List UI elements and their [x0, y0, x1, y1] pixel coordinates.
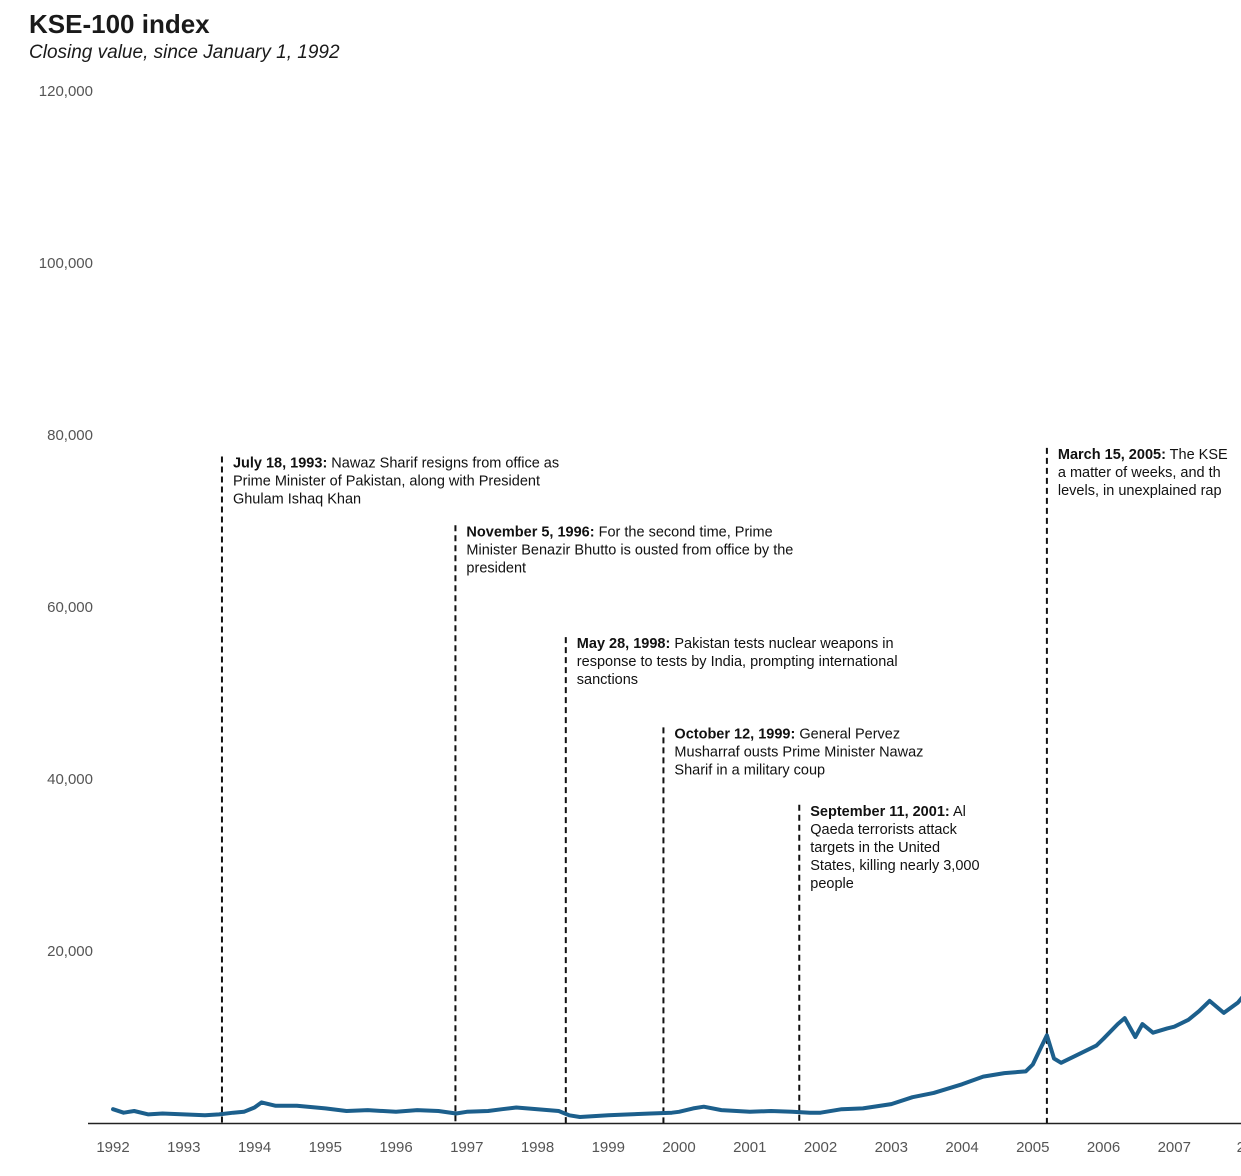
y-axis: 20,000 40,000 60,000 80,000 100,000 120,000 [39, 83, 93, 960]
annotation-line-text: response to tests by India, prompting in… [577, 654, 898, 670]
annotations: July 18, 1993: Nawaz Sharif resigns from… [220, 447, 1228, 1123]
x-tick-label: 2000 [662, 1139, 695, 1156]
annotation-date: July 18, 1993: [233, 456, 327, 472]
annotation-line-text: For the second time, Prime [595, 524, 773, 540]
x-tick-label: 1995 [309, 1139, 342, 1156]
x-tick-label: 1996 [379, 1139, 412, 1156]
chart-title: KSE-100 index [29, 9, 210, 39]
annotation-line-text: Musharraf ousts Prime Minister Nawaz [674, 744, 923, 760]
annotation-text: September 11, 2001: Al Qaeda terrorists a… [810, 804, 979, 892]
y-tick-label: 60,000 [47, 599, 93, 616]
annotation-date: September 11, 2001: [810, 804, 949, 820]
x-tick-label: 2007 [1158, 1139, 1191, 1156]
x-tick-label: 2003 [875, 1139, 908, 1156]
x-tick-label: 1999 [592, 1139, 625, 1156]
annotation-line-text: Nawaz Sharif resigns from office as [327, 456, 559, 472]
annotation-line-text: targets in the United [810, 840, 940, 856]
annotation-line-text: people [810, 876, 854, 892]
annotation-date: May 28, 1998: [577, 636, 671, 652]
x-tick-label: 2006 [1087, 1139, 1120, 1156]
annotation-line-text: sanctions [577, 672, 638, 688]
y-tick-label: 100,000 [39, 255, 93, 272]
annotation-line-text: Pakistan tests nuclear weapons in [670, 636, 893, 652]
x-tick-label: 1993 [167, 1139, 200, 1156]
series-layer [111, 995, 1241, 1119]
x-tick-label: 2004 [945, 1139, 978, 1156]
annotation-text: March 15, 2005: The KSE a matter of weeks… [1058, 447, 1228, 499]
annotation-line-text: president [466, 560, 526, 576]
annotation-line-text: Qaeda terrorists attack [810, 822, 957, 838]
annotation-line-text: Al [950, 804, 966, 820]
annotation-line-text: Sharif in a military coup [674, 762, 825, 778]
annotation-line-text: General Pervez [795, 726, 900, 742]
y-tick-label: 120,000 [39, 83, 93, 100]
annotation-date: November 5, 1996: [466, 524, 594, 540]
annotation-line-text: Minister Benazir Bhutto is ousted from o… [466, 542, 793, 558]
chart-subtitle: Closing value, since January 1, 1992 [29, 42, 340, 63]
annotation-line-text: a matter of weeks, and th [1058, 465, 1221, 481]
annotation-line-text: The KSE [1166, 447, 1228, 463]
x-tick-label: 1994 [238, 1139, 271, 1156]
x-axis: 1992 1993 1994 1995 1996 1997 1998 1999 2000 2001… [96, 1139, 1241, 1156]
x-tick-label: 2005 [1016, 1139, 1049, 1156]
annotation-text: October 12, 1999: General Pervez Musharra… [674, 726, 923, 778]
x-tick-label: 2001 [733, 1139, 766, 1156]
x-tick-label: 2002 [804, 1139, 837, 1156]
series-line [111, 995, 1241, 1119]
x-tick-label: 1992 [96, 1139, 129, 1156]
y-tick-label: 80,000 [47, 427, 93, 444]
annotation-date: March 15, 2005: [1058, 447, 1166, 463]
y-tick-label: 40,000 [47, 771, 93, 788]
annotation-text: November 5, 1996: For the second time, P… [466, 524, 793, 576]
y-tick-label: 20,000 [47, 943, 93, 960]
annotation-date: October 12, 1999: [674, 726, 795, 742]
x-tick-label: 20 [1237, 1139, 1241, 1156]
annotation-line-text: levels, in unexplained rap [1058, 483, 1222, 499]
x-tick-label: 1998 [521, 1139, 554, 1156]
annotation-line-text: Prime Minister of Pakistan, along with P… [233, 474, 540, 490]
annotation-text: July 18, 1993: Nawaz Sharif resigns from… [233, 456, 559, 508]
annotation-text: May 28, 1998: Pakistan tests nuclear wea… [577, 636, 898, 688]
x-tick-label: 1997 [450, 1139, 483, 1156]
annotation-line-text: States, killing nearly 3,000 [810, 858, 979, 874]
annotation-line-text: Ghulam Ishaq Khan [233, 492, 361, 508]
